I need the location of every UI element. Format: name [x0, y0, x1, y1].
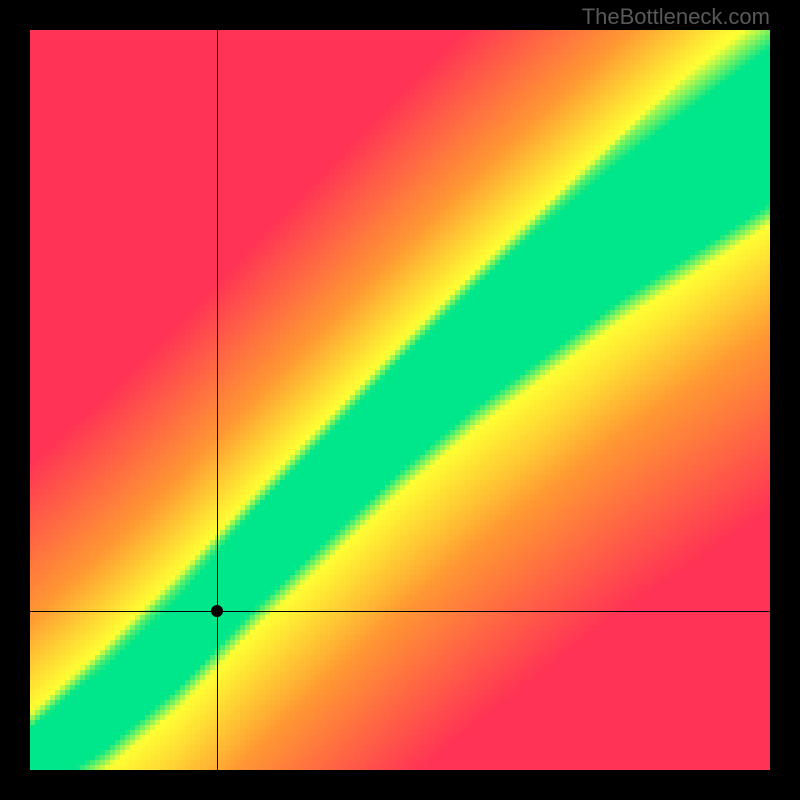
heatmap-plot — [30, 30, 770, 770]
crosshair-marker — [211, 605, 223, 617]
crosshair-horizontal — [30, 611, 770, 612]
heatmap-canvas — [30, 30, 770, 770]
crosshair-vertical — [217, 30, 218, 770]
watermark-text: TheBottleneck.com — [582, 4, 770, 30]
